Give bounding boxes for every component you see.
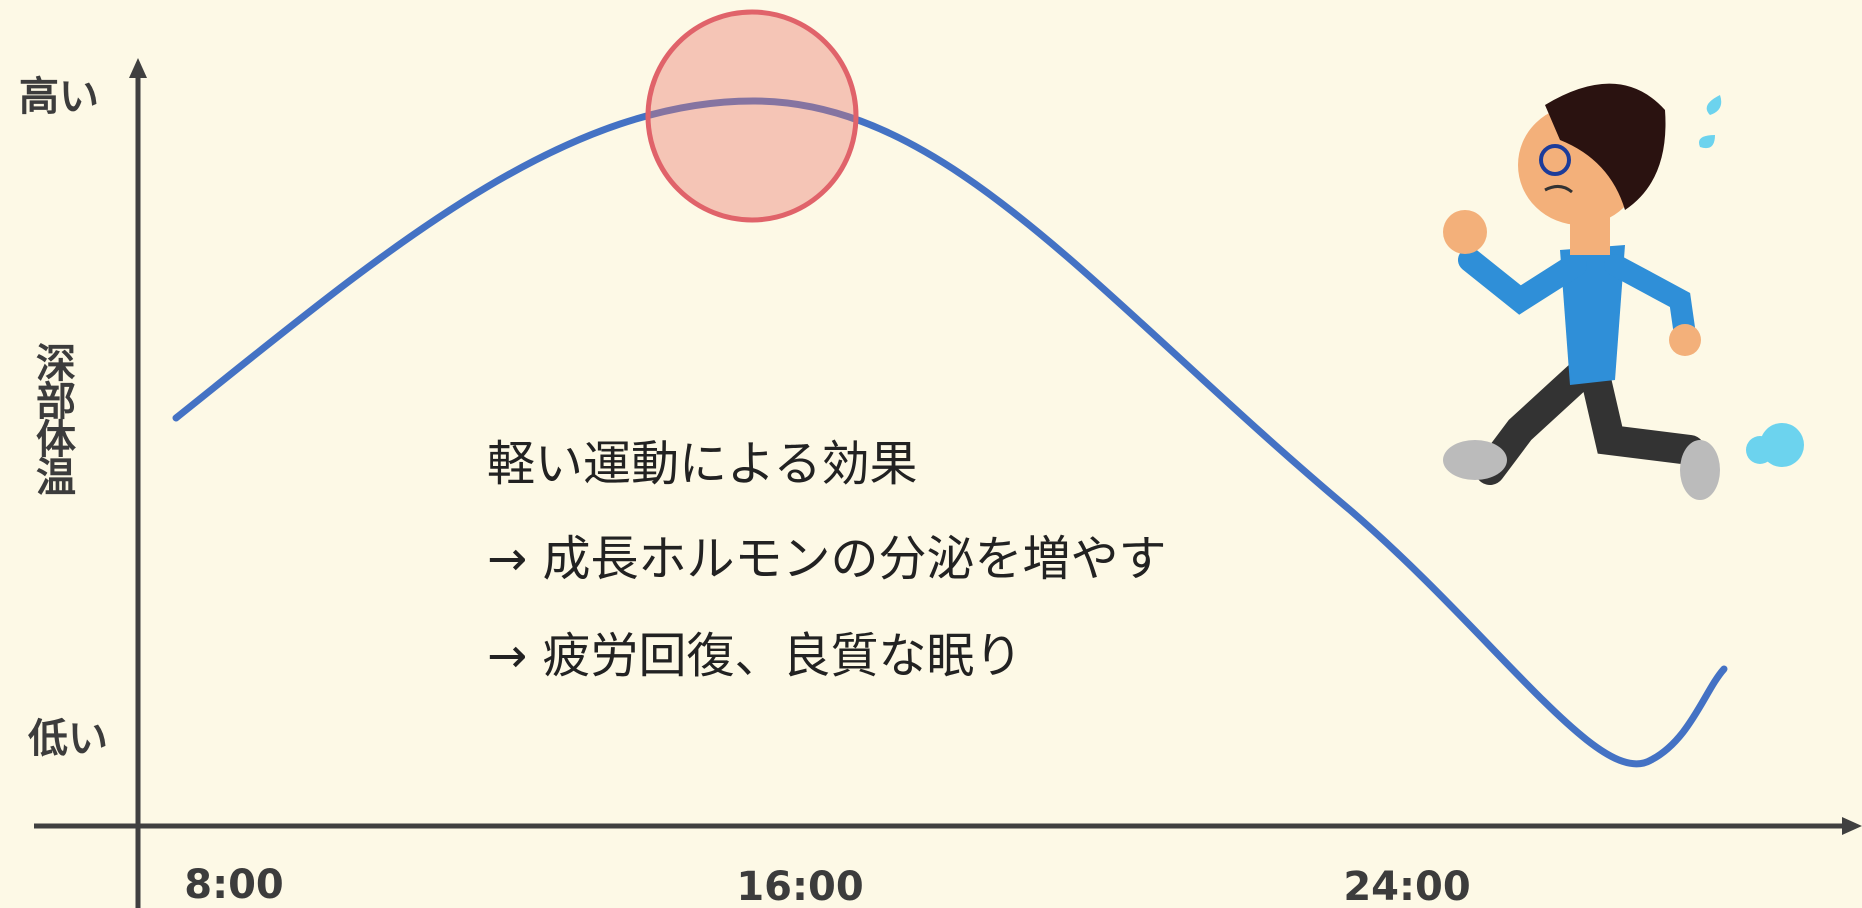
y-axis-title: 深部体温 — [29, 342, 76, 496]
y-low-label: 低い — [28, 716, 108, 762]
note-line: 軽い運動による効果 — [487, 436, 918, 492]
note-line: → 成長ホルモンの分泌を増やす — [487, 531, 1166, 587]
y-axis-arrow — [129, 58, 147, 78]
peak-highlight — [645, 9, 859, 223]
x-label: 16:00 — [736, 864, 863, 908]
note-line: → 疲労回復、良質な眠り — [487, 628, 1022, 684]
runner-illustration — [1443, 83, 1804, 500]
x-label: 24:00 — [1343, 864, 1470, 908]
x-axis-arrow — [1842, 817, 1862, 835]
x-label: 8:00 — [184, 862, 284, 908]
temperature-curve — [172, 97, 1728, 768]
y-high-label: 高い — [19, 74, 99, 120]
